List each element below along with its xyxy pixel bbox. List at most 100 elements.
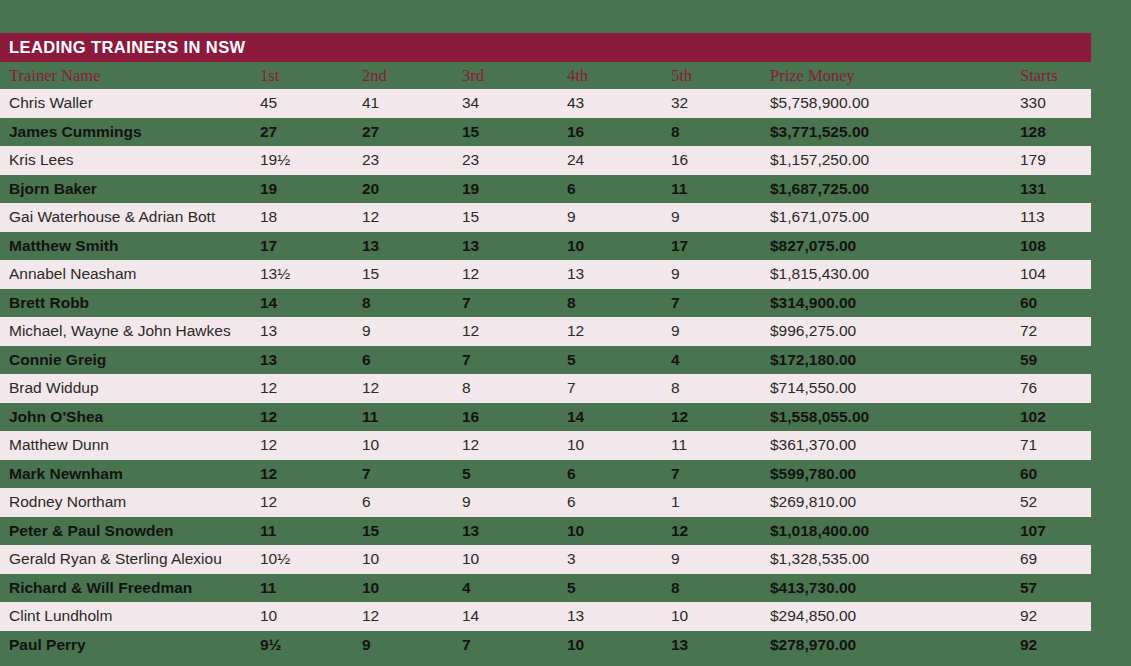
cell-1st: 12 — [260, 431, 362, 460]
cell-4th: 10 — [567, 232, 671, 261]
cell-starts: 113 — [1020, 203, 1091, 232]
cell-1st: 12 — [260, 374, 362, 403]
cell-4th: 7 — [567, 374, 671, 403]
cell-1st: 27 — [260, 118, 362, 147]
cell-3rd: 16 — [462, 403, 567, 432]
cell-5th: 32 — [671, 89, 770, 118]
table-row: Peter & Paul Snowden 11 15 13 10 12 $1,0… — [0, 517, 1091, 546]
cell-trainer-name: Matthew Dunn — [0, 431, 260, 460]
cell-2nd: 6 — [362, 346, 462, 375]
cell-3rd: 13 — [462, 517, 567, 546]
cell-1st: 12 — [260, 488, 362, 517]
cell-1st: 9½ — [260, 631, 362, 660]
cell-4th: 8 — [567, 289, 671, 318]
cell-3rd: 4 — [462, 574, 567, 603]
cell-4th: 9 — [567, 203, 671, 232]
cell-starts: 128 — [1020, 118, 1091, 147]
cell-5th: 4 — [671, 346, 770, 375]
cell-starts: 330 — [1020, 89, 1091, 118]
cell-1st: 13 — [260, 317, 362, 346]
cell-3rd: 7 — [462, 346, 567, 375]
cell-prize-money: $1,157,250.00 — [770, 146, 1020, 175]
cell-5th: 9 — [671, 317, 770, 346]
cell-4th: 12 — [567, 317, 671, 346]
cell-prize-money: $1,328,535.00 — [770, 545, 1020, 574]
cell-trainer-name: Gai Waterhouse & Adrian Bott — [0, 203, 260, 232]
cell-starts: 107 — [1020, 517, 1091, 546]
cell-prize-money: $1,671,075.00 — [770, 203, 1020, 232]
cell-3rd: 12 — [462, 260, 567, 289]
cell-2nd: 12 — [362, 602, 462, 631]
cell-prize-money: $714,550.00 — [770, 374, 1020, 403]
cell-1st: 18 — [260, 203, 362, 232]
cell-starts: 69 — [1020, 545, 1091, 574]
cell-3rd: 15 — [462, 203, 567, 232]
cell-5th: 12 — [671, 517, 770, 546]
cell-2nd: 8 — [362, 289, 462, 318]
cell-trainer-name: Clint Lundholm — [0, 602, 260, 631]
table-row: Kris Lees 19½ 23 23 24 16 $1,157,250.00 … — [0, 146, 1091, 175]
cell-4th: 6 — [567, 488, 671, 517]
table-row: Matthew Smith 17 13 13 10 17 $827,075.00… — [0, 232, 1091, 261]
cell-1st: 19 — [260, 175, 362, 204]
cell-2nd: 10 — [362, 431, 462, 460]
cell-2nd: 9 — [362, 631, 462, 660]
cell-starts: 60 — [1020, 460, 1091, 489]
cell-1st: 12 — [260, 403, 362, 432]
cell-prize-money: $599,780.00 — [770, 460, 1020, 489]
cell-prize-money: $1,558,055.00 — [770, 403, 1020, 432]
col-header-2nd: 2nd — [362, 62, 462, 89]
cell-1st: 11 — [260, 517, 362, 546]
cell-starts: 52 — [1020, 488, 1091, 517]
cell-1st: 45 — [260, 89, 362, 118]
cell-starts: 71 — [1020, 431, 1091, 460]
table-body: Chris Waller 45 41 34 43 32 $5,758,900.0… — [0, 89, 1091, 659]
table-row: Gerald Ryan & Sterling Alexiou 10½ 10 10… — [0, 545, 1091, 574]
cell-trainer-name: Rodney Northam — [0, 488, 260, 517]
cell-prize-money: $996,275.00 — [770, 317, 1020, 346]
cell-5th: 8 — [671, 374, 770, 403]
cell-5th: 16 — [671, 146, 770, 175]
cell-4th: 24 — [567, 146, 671, 175]
cell-3rd: 34 — [462, 89, 567, 118]
cell-trainer-name: Annabel Neasham — [0, 260, 260, 289]
cell-2nd: 20 — [362, 175, 462, 204]
cell-prize-money: $1,815,430.00 — [770, 260, 1020, 289]
cell-4th: 43 — [567, 89, 671, 118]
cell-trainer-name: Matthew Smith — [0, 232, 260, 261]
cell-3rd: 7 — [462, 289, 567, 318]
cell-prize-money: $827,075.00 — [770, 232, 1020, 261]
cell-prize-money: $5,758,900.00 — [770, 89, 1020, 118]
cell-1st: 10 — [260, 602, 362, 631]
cell-2nd: 27 — [362, 118, 462, 147]
cell-5th: 8 — [671, 574, 770, 603]
cell-trainer-name: Kris Lees — [0, 146, 260, 175]
cell-2nd: 13 — [362, 232, 462, 261]
cell-3rd: 19 — [462, 175, 567, 204]
table-row: Chris Waller 45 41 34 43 32 $5,758,900.0… — [0, 89, 1091, 118]
cell-5th: 7 — [671, 289, 770, 318]
cell-2nd: 15 — [362, 517, 462, 546]
cell-2nd: 12 — [362, 203, 462, 232]
cell-2nd: 41 — [362, 89, 462, 118]
table-row: Annabel Neasham 13½ 15 12 13 9 $1,815,43… — [0, 260, 1091, 289]
cell-3rd: 9 — [462, 488, 567, 517]
cell-5th: 12 — [671, 403, 770, 432]
cell-trainer-name: Brett Robb — [0, 289, 260, 318]
cell-5th: 8 — [671, 118, 770, 147]
cell-3rd: 7 — [462, 631, 567, 660]
cell-starts: 104 — [1020, 260, 1091, 289]
table-row: James Cummings 27 27 15 16 8 $3,771,525.… — [0, 118, 1091, 147]
col-header-1st: 1st — [260, 62, 362, 89]
cell-1st: 14 — [260, 289, 362, 318]
table-row: Rodney Northam 12 6 9 6 1 $269,810.00 52 — [0, 488, 1091, 517]
cell-2nd: 10 — [362, 545, 462, 574]
cell-trainer-name: Gerald Ryan & Sterling Alexiou — [0, 545, 260, 574]
cell-trainer-name: Michael, Wayne & John Hawkes — [0, 317, 260, 346]
table-row: Brad Widdup 12 12 8 7 8 $714,550.00 76 — [0, 374, 1091, 403]
cell-3rd: 10 — [462, 545, 567, 574]
cell-starts: 92 — [1020, 631, 1091, 660]
cell-3rd: 23 — [462, 146, 567, 175]
cell-3rd: 12 — [462, 317, 567, 346]
cell-1st: 13 — [260, 346, 362, 375]
